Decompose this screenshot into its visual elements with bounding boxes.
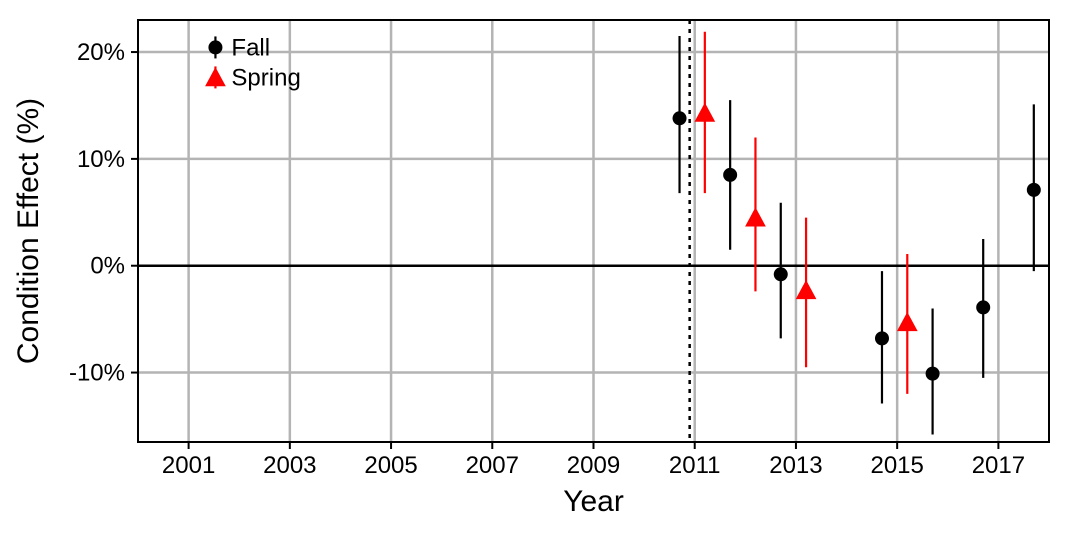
x-tick-label: 2003: [263, 452, 316, 479]
condition-effect-chart: 2001 2003 2005 2007 2009 2011 2013 2015 2017 Year…: [0, 0, 1079, 540]
data-point: [774, 267, 788, 281]
y-axis-title: Condition Effect (%): [12, 98, 45, 364]
x-axis-title: Year: [563, 485, 624, 518]
x-tick-label: 2005: [364, 452, 417, 479]
x-tick-label: 2007: [466, 452, 519, 479]
x-tick-label: 2017: [972, 452, 1025, 479]
x-axis: 2001 2003 2005 2007 2009 2011 2013 2015 2017: [162, 442, 1025, 479]
x-tick-label: 2013: [769, 452, 822, 479]
data-point: [1027, 183, 1041, 197]
y-tick-label: 10%: [77, 146, 125, 173]
x-tick-label: 2015: [870, 452, 923, 479]
legend-label: Fall: [231, 34, 270, 61]
x-tick-label: 2011: [669, 452, 721, 479]
chart-container: 2001 2003 2005 2007 2009 2011 2013 2015 2017 Year…: [0, 0, 1079, 540]
y-tick-label: -10%: [69, 360, 125, 387]
x-tick-label: 2009: [567, 452, 620, 479]
y-axis: -10% 0% 10% 20%: [69, 39, 138, 387]
data-point: [673, 111, 687, 125]
y-tick-label: 20%: [77, 39, 125, 66]
x-tick-label: 2001: [162, 452, 215, 479]
y-tick-label: 0%: [90, 253, 125, 280]
legend-label: Spring: [231, 64, 300, 91]
data-point: [926, 367, 940, 381]
data-point: [875, 331, 889, 345]
data-point: [723, 168, 737, 182]
data-point: [976, 300, 990, 314]
